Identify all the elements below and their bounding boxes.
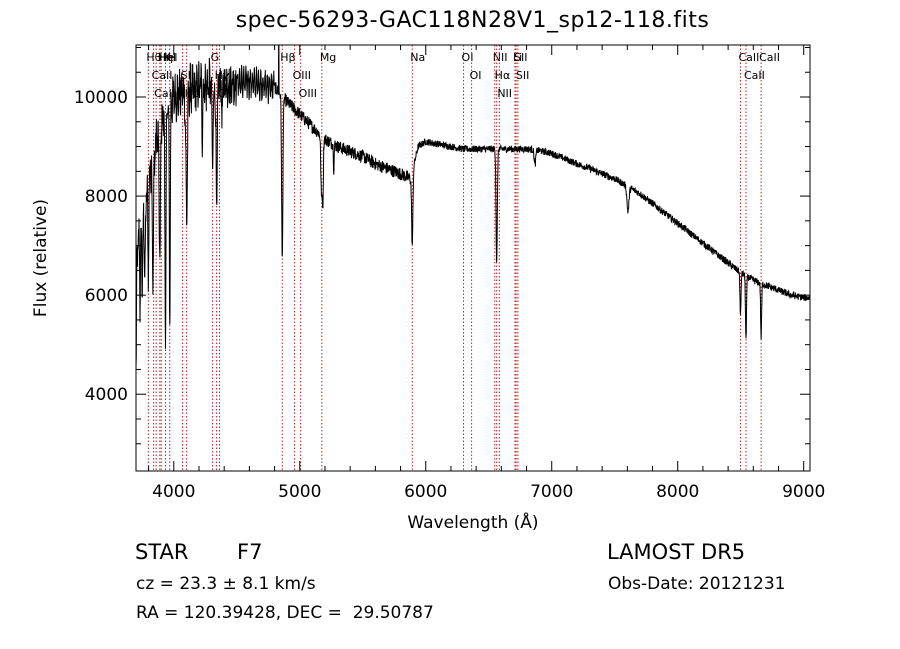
line-label: Hθ [146, 51, 161, 64]
y-tick-label: 10000 [74, 88, 128, 108]
line-label: CaII [154, 87, 175, 100]
coordinates-readout: RA = 120.39428, DEC = 29.50787 [136, 603, 434, 623]
survey-label: LAMOST DR5 [607, 540, 746, 564]
line-label: NII [493, 51, 508, 64]
x-tick-label: 5000 [278, 482, 321, 502]
line-label: K [163, 51, 171, 64]
object-class: STAR [135, 540, 189, 564]
line-label: Hη [158, 51, 173, 64]
line-label: CaII [738, 51, 759, 64]
line-label: OIII [299, 87, 317, 100]
line-label: OI [470, 69, 482, 82]
redshift-readout: cz = 23.3 ± 8.1 km/s [136, 574, 316, 594]
y-tick-label: 6000 [85, 286, 128, 306]
observation-date: Obs-Date: 20121231 [608, 574, 786, 594]
line-label: SII [514, 51, 527, 64]
line-label: Hβ [280, 51, 295, 64]
line-label: Hα [495, 69, 511, 82]
plot-frame [135, 44, 811, 472]
line-label: Li [513, 51, 522, 64]
line-label: CaII [759, 51, 780, 64]
line-label: OIII [293, 69, 311, 82]
line-label: Na [410, 51, 425, 64]
chart-title: spec-56293-GAC118N28V1_sp12-118.fits [235, 8, 710, 33]
x-tick-label: 8000 [656, 482, 699, 502]
line-label: Mg [320, 51, 336, 64]
spectral-subclass: F7 [237, 540, 263, 564]
y-axis-label: Flux (relative) [31, 199, 51, 317]
line-label: SII [516, 69, 529, 82]
line-label: G [211, 51, 220, 64]
x-tick-label: 7000 [530, 482, 573, 502]
line-label: H [168, 51, 176, 64]
x-tick-label: 9000 [782, 482, 825, 502]
line-label: HeI [159, 51, 177, 64]
line-label: CaII [152, 69, 173, 82]
spectrum-series [135, 44, 811, 368]
x-tick-label: 6000 [404, 482, 447, 502]
line-label: CaII [744, 69, 765, 82]
y-tick-label: 8000 [85, 187, 128, 207]
line-label: NII [497, 87, 512, 100]
x-axis-label: Wavelength (Å) [407, 511, 538, 533]
x-tick-label: 4000 [152, 482, 195, 502]
y-tick-label: 4000 [85, 385, 128, 405]
line-label: OI [462, 51, 474, 64]
